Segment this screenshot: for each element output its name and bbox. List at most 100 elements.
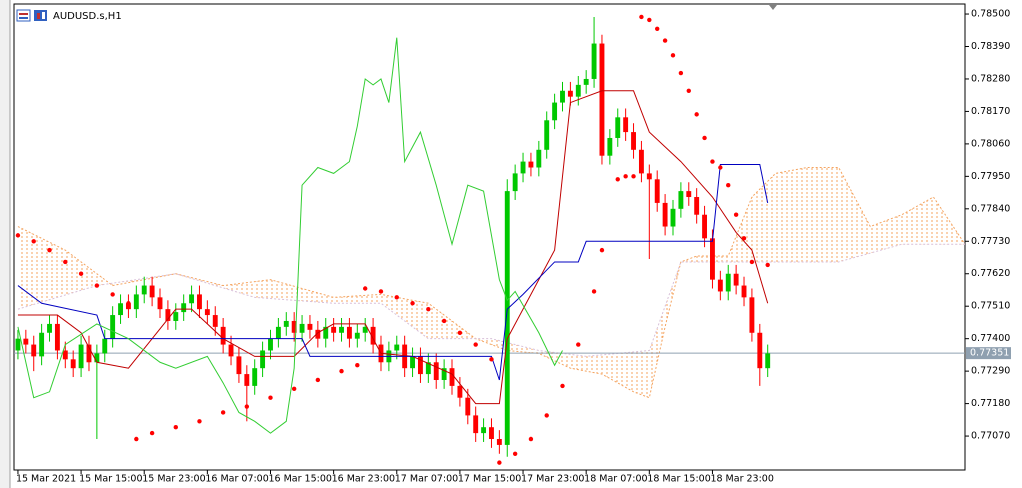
candle-body [670,208,676,227]
sar-dot [489,357,494,362]
sar-dot [315,377,321,383]
sar-dot [473,342,478,347]
candle-body [165,309,171,321]
sar-dot [31,239,36,244]
candle-body [86,344,92,363]
x-tick-label: 18 Mar 07:00 [584,474,647,485]
candle-body [599,43,605,156]
candle-body [197,294,202,310]
candle-body [481,427,487,434]
y-tick-label: 0.77180 [971,398,1010,409]
sar-dot [615,177,620,182]
y-tick-label: 0.77070 [971,431,1010,442]
candle-body [339,326,344,333]
sar-dot [63,259,68,265]
sar-dot [599,247,605,253]
sar-dot [686,88,691,93]
candle-body [118,303,123,316]
candle-body [275,326,281,339]
candle-body [133,294,139,310]
sar-dot [718,165,723,170]
candle-body [591,43,597,79]
sar-dot [220,410,226,415]
plot-area [14,14,965,465]
sar-dot [441,318,447,324]
sar-dot [591,289,597,294]
x-tick-label: 15 Mar 15:00 [79,474,142,485]
candle-body [662,202,668,227]
candle-body [157,297,163,310]
sar-dot [394,295,399,300]
candle-body [512,173,518,192]
candle-body [244,374,250,386]
y-tick-label: 0.78390 [971,41,1010,52]
candle-body [323,326,329,339]
sar-dot [765,262,770,268]
icon-detail [42,12,45,19]
x-tick-label: 17 Mar 07:00 [395,474,458,485]
sar-dot [410,301,415,306]
sar-dot [47,247,52,253]
candle-body [741,285,747,298]
candle-body [465,397,471,416]
candle-body [623,117,629,133]
candle-body [94,353,100,363]
candle-body [504,191,510,445]
sar-dot [733,212,739,217]
y-tick-label: 0.77730 [971,236,1010,247]
icon [16,9,31,22]
candle-body [362,326,368,333]
candle-body [552,102,558,121]
candle-body [204,309,210,316]
candle-body [496,439,502,445]
candle-body [102,338,108,354]
y-tick-label: 0.78500 [971,9,1010,20]
candle-body [765,353,771,369]
sar-dot [94,283,100,288]
current-price-box [966,347,1011,360]
current-price-label: 0.77351 [970,348,1009,359]
candle-body [31,344,37,357]
sar-dot [639,14,644,20]
candle-body [39,332,45,357]
sar-dot [647,17,652,23]
sar-dot [678,70,684,76]
candle-body [654,179,660,203]
candle-body [236,356,242,375]
sar-dot [560,383,565,389]
sar-dot [497,460,502,465]
candle-body [354,332,360,339]
indicator-line [17,37,563,434]
x-tick-label: 18 Mar 23:00 [710,474,773,485]
candle-body [544,120,550,150]
y-tick-label: 0.77950 [971,171,1010,182]
y-tick-label: 0.77840 [971,203,1010,214]
candle-body [631,132,636,150]
sar-dot [126,301,131,306]
candle-body [394,344,400,351]
sar-dot [741,236,747,241]
candle-body [15,338,21,351]
candle-body [110,315,116,339]
candle-body [212,315,218,327]
shift-marker[interactable] [769,5,777,10]
cloud [17,167,965,398]
y-tick-label: 0.78170 [971,106,1010,117]
candle-body [417,356,423,375]
candle-body [489,427,494,440]
sar-dot [78,271,84,276]
axes: 0.78500 0.78390 0.78280 0.78170 0.78060 0.779… [16,9,1011,485]
candle-body [125,303,131,310]
sar-dot [362,286,368,291]
candle-body [260,350,266,369]
sar-dot [134,436,139,442]
x-tick-label: 16 Mar 15:00 [268,474,331,485]
sar-dot [726,183,731,188]
candle-body [23,338,29,345]
sar-dot [631,174,636,179]
sar-dot [378,289,384,294]
candle-body [78,344,84,369]
sar-dot [749,259,755,265]
candle-body [331,326,337,333]
